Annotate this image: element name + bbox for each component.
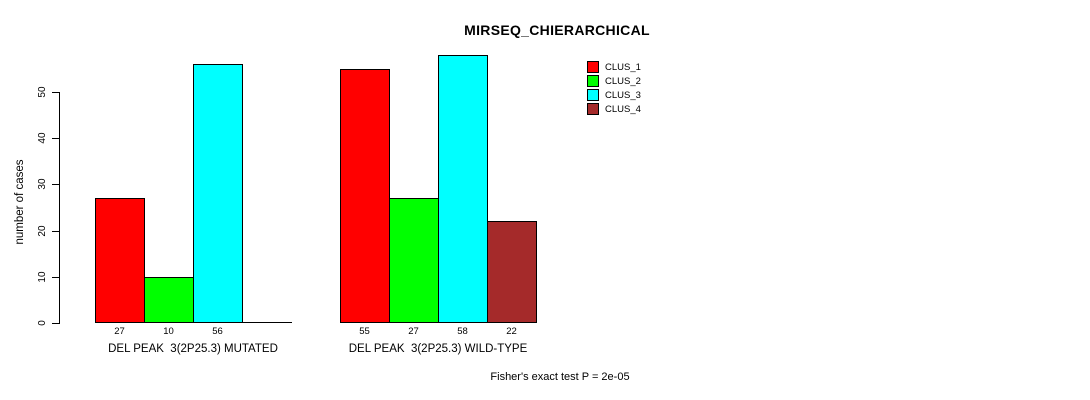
bar-value-label: 55 [359,326,370,337]
bar-value-label: 27 [114,326,125,337]
legend-swatch-icon [587,89,599,101]
legend-label: CLUS_2 [605,75,641,87]
bar-value-label: 58 [457,326,468,337]
group-label-1: DEL PEAK 3(2P25.3) MUTATED [108,343,278,355]
y-tick-mark [52,231,59,232]
legend-label: CLUS_3 [605,89,641,101]
bar-clus_4-group2 [487,221,537,323]
bar-clus_2-group1 [144,277,194,323]
bar-value-label: 10 [163,326,174,337]
bar-clus_1-group1 [95,198,145,323]
y-tick-label: 40 [37,132,48,144]
y-tick-mark [52,323,59,324]
legend-swatch-icon [587,61,599,73]
y-tick-mark [52,138,59,139]
y-axis-line [59,92,60,324]
y-tick-label: 20 [37,225,48,237]
bar-value-label: 27 [408,326,419,337]
y-tick-label: 50 [37,86,48,98]
chart-title: MIRSEQ_CHIERARCHICAL [464,22,650,38]
y-tick-label: 0 [37,320,48,326]
bar-clus_2-group2 [389,198,439,323]
bar-clus_1-group2 [340,69,390,323]
y-tick-label: 30 [37,178,48,190]
fisher-test-annotation: Fisher's exact test P = 2e-05 [490,371,630,383]
legend-label: CLUS_4 [605,103,641,115]
legend-item-clus_1: CLUS_1 [587,60,641,74]
legend-item-clus_2: CLUS_2 [587,74,641,88]
y-tick-mark [52,92,59,93]
legend-item-clus_4: CLUS_4 [587,102,641,116]
y-tick-label: 10 [37,271,48,283]
legend-label: CLUS_1 [605,61,641,73]
bar-clus_3-group1 [193,64,243,323]
bar-value-label: 56 [212,326,223,337]
legend: CLUS_1 CLUS_2 CLUS_3 CLUS_4 [587,60,641,116]
group-label-2: DEL PEAK 3(2P25.3) WILD-TYPE [348,343,528,355]
legend-swatch-icon [587,75,599,87]
y-axis-label: number of cases [14,159,26,245]
y-tick-mark [52,277,59,278]
legend-item-clus_3: CLUS_3 [587,88,641,102]
bar-clus_3-group2 [438,55,488,323]
bar-value-label: 22 [506,326,517,337]
legend-swatch-icon [587,103,599,115]
y-tick-mark [52,184,59,185]
bar-clus_4-group1-zero [242,322,292,323]
